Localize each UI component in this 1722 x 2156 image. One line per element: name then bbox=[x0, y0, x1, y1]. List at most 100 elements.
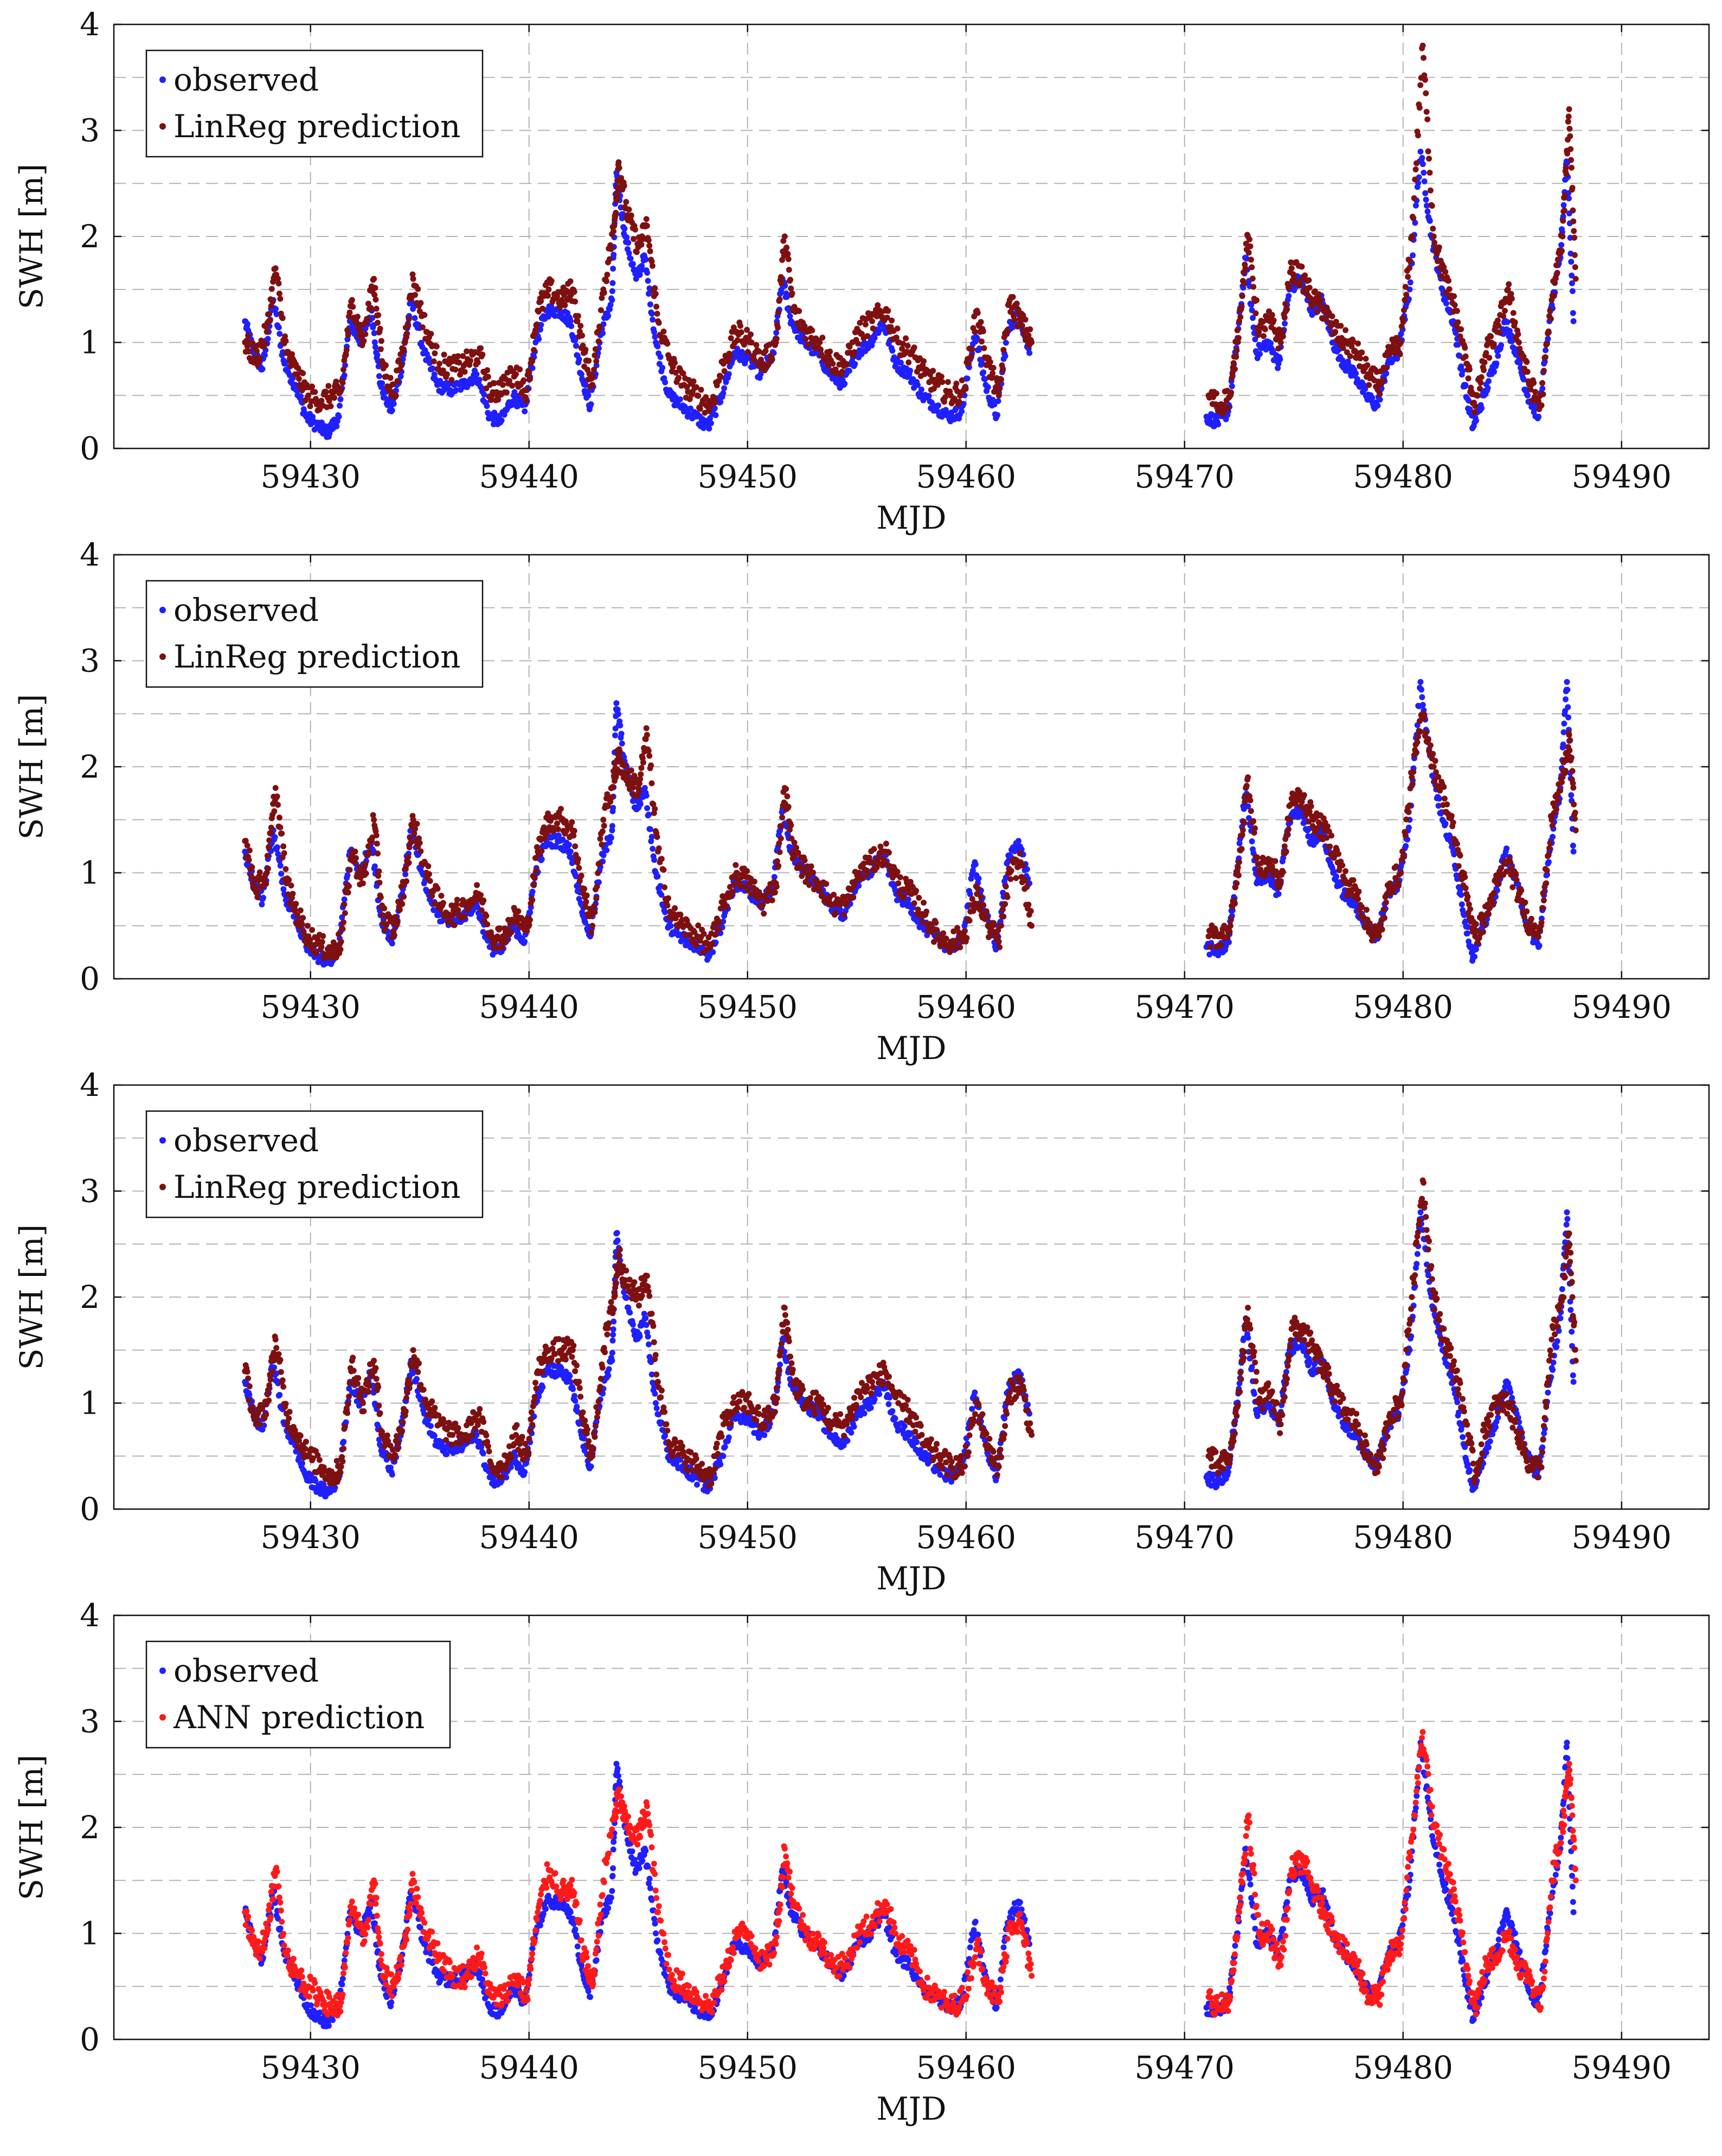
data-point bbox=[1545, 859, 1552, 865]
data-point bbox=[405, 322, 412, 329]
chart-panel-1: 59430 59440 59450 59460 59470 59480 5949001234… bbox=[13, 6, 1710, 536]
data-point bbox=[1254, 297, 1260, 304]
data-point bbox=[1510, 310, 1517, 316]
data-point bbox=[567, 848, 574, 855]
data-point bbox=[1362, 386, 1368, 392]
data-point bbox=[1306, 277, 1312, 284]
data-point bbox=[725, 358, 731, 364]
data-point bbox=[599, 842, 605, 848]
data-point bbox=[382, 927, 388, 933]
data-point bbox=[802, 336, 809, 342]
data-point bbox=[503, 389, 510, 396]
data-point bbox=[455, 907, 461, 913]
data-point bbox=[1225, 405, 1231, 411]
data-point bbox=[451, 922, 458, 928]
data-point bbox=[1571, 228, 1577, 234]
data-point bbox=[653, 304, 660, 310]
data-point bbox=[1462, 344, 1468, 351]
data-point bbox=[1306, 285, 1313, 291]
data-point bbox=[280, 843, 287, 850]
data-point bbox=[1430, 226, 1436, 232]
data-point bbox=[1568, 259, 1575, 265]
data-point bbox=[1027, 326, 1033, 332]
data-point bbox=[591, 367, 597, 373]
data-point bbox=[701, 931, 707, 937]
data-point bbox=[353, 855, 359, 861]
data-point bbox=[372, 344, 378, 350]
data-point bbox=[785, 256, 792, 262]
data-point bbox=[416, 840, 423, 846]
data-point bbox=[1424, 208, 1431, 215]
data-point bbox=[573, 343, 579, 349]
data-point bbox=[1242, 265, 1249, 272]
y-tick-label: 1 bbox=[80, 324, 100, 361]
data-point bbox=[1565, 704, 1571, 710]
data-point bbox=[345, 332, 351, 338]
data-point bbox=[1421, 178, 1428, 184]
data-point bbox=[1525, 392, 1531, 399]
data-point bbox=[588, 401, 594, 407]
x-axis-label: MJD bbox=[876, 499, 946, 536]
data-point bbox=[956, 399, 962, 405]
data-point bbox=[246, 847, 253, 854]
data-point bbox=[1411, 195, 1417, 201]
data-point bbox=[345, 889, 351, 896]
data-point bbox=[533, 867, 539, 874]
data-point bbox=[1547, 316, 1554, 322]
data-point bbox=[805, 342, 812, 348]
data-point bbox=[588, 929, 594, 935]
data-point bbox=[981, 345, 987, 351]
data-point bbox=[539, 305, 545, 312]
data-point bbox=[515, 908, 522, 914]
data-point bbox=[985, 384, 991, 390]
data-point bbox=[1445, 278, 1452, 284]
data-point bbox=[1419, 161, 1426, 168]
data-point bbox=[616, 749, 623, 755]
data-point bbox=[613, 209, 619, 216]
data-point bbox=[1260, 333, 1267, 339]
data-point bbox=[273, 311, 280, 317]
data-point bbox=[1401, 307, 1407, 313]
data-point bbox=[611, 228, 616, 234]
data-point bbox=[601, 290, 607, 296]
data-point bbox=[605, 313, 612, 319]
data-point bbox=[454, 896, 460, 903]
data-point bbox=[953, 380, 960, 387]
data-point bbox=[1269, 312, 1275, 318]
data-point bbox=[662, 379, 669, 386]
data-point bbox=[1542, 354, 1548, 361]
data-point bbox=[1567, 146, 1574, 152]
data-point bbox=[721, 385, 728, 392]
data-point bbox=[290, 890, 296, 897]
data-point bbox=[276, 290, 282, 297]
data-point bbox=[274, 844, 280, 850]
data-point bbox=[962, 386, 969, 392]
data-point bbox=[1458, 326, 1464, 332]
data-point bbox=[593, 895, 600, 902]
data-point bbox=[485, 374, 491, 380]
data-point bbox=[1515, 339, 1522, 345]
data-point bbox=[1565, 714, 1572, 721]
data-point bbox=[434, 886, 441, 892]
data-point bbox=[1249, 838, 1255, 845]
data-point bbox=[1560, 213, 1566, 220]
data-point bbox=[1270, 348, 1276, 354]
data-point bbox=[1472, 953, 1478, 960]
data-point bbox=[1430, 233, 1437, 240]
data-point bbox=[538, 848, 545, 854]
data-point bbox=[1250, 284, 1257, 290]
data-point bbox=[1347, 353, 1353, 360]
data-point bbox=[633, 249, 640, 255]
y-tick-label: 4 bbox=[80, 6, 100, 43]
data-point bbox=[629, 261, 636, 267]
data-point bbox=[394, 919, 401, 926]
data-point bbox=[277, 862, 284, 869]
data-point bbox=[589, 382, 596, 388]
data-point bbox=[781, 233, 788, 240]
data-point bbox=[1472, 403, 1479, 409]
data-point bbox=[1229, 383, 1235, 389]
data-point bbox=[637, 801, 644, 807]
data-point bbox=[990, 364, 997, 371]
data-point bbox=[1286, 284, 1293, 291]
data-point bbox=[609, 288, 615, 294]
